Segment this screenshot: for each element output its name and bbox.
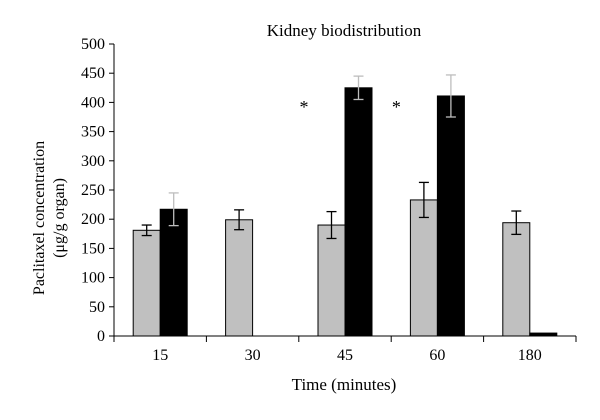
bar xyxy=(225,219,254,337)
x-axis-title: Time (minutes) xyxy=(292,375,397,394)
x-tick-label: 45 xyxy=(337,347,353,364)
y-axis-title-line1: Paclitaxel concentration xyxy=(31,141,48,295)
y-axis: 0 50 100 150 200 250 300 350 400 450 500 xyxy=(81,36,114,345)
bar xyxy=(502,222,531,337)
bars xyxy=(132,87,558,337)
bar xyxy=(344,87,373,337)
y-tick-label: 250 xyxy=(81,182,105,199)
y-tick-label: 100 xyxy=(81,270,105,287)
bar xyxy=(317,224,346,337)
x-tick-label: 180 xyxy=(518,347,542,364)
x-tick-label: 30 xyxy=(245,347,261,364)
chart-title: Kidney biodistribution xyxy=(267,21,422,40)
bar xyxy=(436,95,465,337)
y-tick-label: 400 xyxy=(81,94,105,111)
y-axis-title-line2: (μg/g organ) xyxy=(51,178,68,258)
error-bars xyxy=(141,74,522,240)
y-tick-label: 500 xyxy=(81,36,105,53)
y-tick-label: 200 xyxy=(81,211,105,228)
y-tick-label: 350 xyxy=(81,124,105,141)
x-tick-label: 60 xyxy=(429,347,445,364)
bar xyxy=(409,199,438,337)
y-tick-label: 450 xyxy=(81,65,105,82)
y-axis-title: Paclitaxel concentration (μg/g organ) xyxy=(31,141,68,295)
x-tick-label: 15 xyxy=(152,347,168,364)
y-tick-label: 150 xyxy=(81,240,105,257)
y-tick-label: 50 xyxy=(89,299,105,316)
y-tick-label: 300 xyxy=(81,153,105,170)
y-tick-label: 0 xyxy=(97,328,105,345)
x-axis: 15 30 45 60 180 xyxy=(113,336,577,364)
significance-marker: * xyxy=(392,97,401,117)
annotations: * * xyxy=(300,97,401,117)
significance-marker: * xyxy=(300,97,309,117)
bar xyxy=(159,208,188,337)
bar xyxy=(132,229,161,337)
